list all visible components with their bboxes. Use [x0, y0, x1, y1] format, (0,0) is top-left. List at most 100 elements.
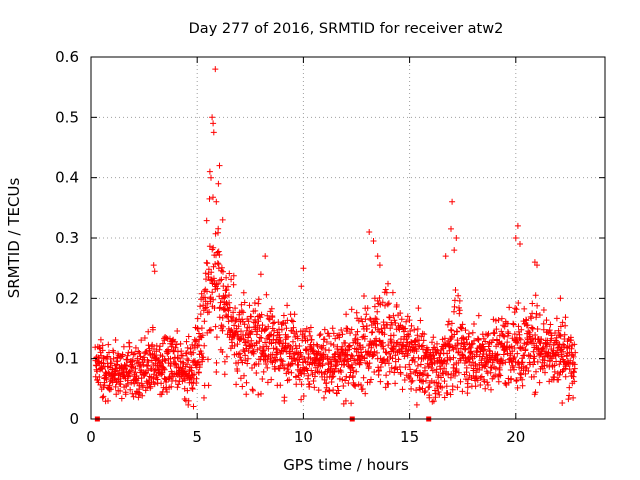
data-point	[255, 296, 262, 303]
data-point	[539, 365, 546, 372]
data-point	[450, 354, 457, 361]
data-point	[205, 356, 211, 363]
data-point	[409, 377, 416, 384]
y-tick-label: 0.6	[55, 48, 79, 66]
data-point	[352, 331, 359, 338]
data-point	[501, 323, 508, 330]
data-point	[234, 368, 241, 374]
data-point	[161, 356, 168, 363]
data-point	[184, 356, 191, 362]
data-point	[518, 371, 525, 378]
data-point	[533, 368, 539, 375]
data-point	[228, 276, 235, 283]
data-point	[289, 346, 296, 352]
data-point	[151, 268, 158, 275]
data-point	[447, 391, 454, 398]
data-point	[461, 346, 468, 353]
data-point	[366, 229, 373, 235]
data-point	[288, 369, 295, 376]
data-point	[385, 342, 392, 349]
data-point	[376, 367, 382, 374]
data-point	[322, 388, 329, 395]
data-point	[131, 380, 138, 387]
data-point	[206, 195, 213, 202]
data-point	[230, 315, 237, 321]
data-point	[286, 376, 293, 383]
data-point	[195, 369, 202, 376]
data-point	[469, 329, 476, 336]
data-point	[285, 333, 292, 340]
data-point	[417, 317, 424, 324]
data-point	[315, 387, 322, 394]
data-point	[423, 377, 429, 384]
data-point	[360, 374, 367, 381]
data-point	[270, 320, 276, 327]
data-point	[406, 317, 413, 324]
data-point	[226, 292, 232, 299]
data-point	[336, 334, 343, 341]
data-point	[223, 287, 230, 293]
data-point	[298, 381, 305, 388]
data-point	[430, 334, 437, 341]
data-point	[488, 386, 494, 393]
data-point	[284, 302, 291, 309]
data-point	[317, 331, 324, 338]
data-point	[122, 389, 129, 396]
data-point	[517, 370, 523, 377]
data-point	[513, 378, 520, 384]
data-point	[144, 362, 151, 369]
data-point	[226, 299, 233, 306]
data-point	[504, 339, 511, 346]
data-point	[268, 340, 275, 347]
data-point	[248, 328, 255, 335]
data-point	[145, 359, 152, 365]
data-point	[307, 324, 314, 331]
data-point	[231, 322, 238, 329]
data-point	[195, 342, 202, 349]
data-point	[233, 316, 240, 323]
data-point	[420, 378, 427, 385]
data-point	[200, 354, 207, 361]
data-point	[339, 343, 346, 350]
data-point	[243, 391, 250, 398]
data-point	[377, 378, 384, 385]
data-point	[367, 315, 373, 322]
data-point	[557, 333, 564, 340]
data-point	[445, 371, 452, 378]
data-point	[164, 389, 170, 395]
data-point	[513, 377, 520, 383]
data-point	[217, 299, 224, 306]
data-point	[276, 334, 283, 341]
data-point	[482, 385, 489, 392]
data-point	[422, 388, 429, 394]
data-point	[444, 390, 451, 397]
x-tick-label: 10	[294, 428, 313, 446]
data-point	[230, 272, 237, 279]
data-point	[496, 371, 503, 378]
data-point	[139, 392, 146, 399]
data-point	[480, 343, 487, 350]
data-point	[252, 307, 259, 314]
data-point	[203, 304, 210, 311]
data-point	[425, 372, 432, 379]
data-point	[547, 321, 554, 328]
data-point	[183, 350, 190, 357]
data-point	[149, 326, 156, 333]
data-point	[447, 356, 454, 363]
data-point	[259, 376, 266, 382]
data-point	[566, 384, 573, 391]
data-point	[184, 361, 191, 368]
data-point	[240, 336, 247, 343]
data-point	[194, 325, 201, 332]
data-point	[289, 360, 296, 367]
data-point	[319, 345, 325, 352]
data-point	[232, 318, 239, 325]
data-point	[318, 369, 325, 376]
data-point	[129, 364, 136, 371]
data-point	[466, 330, 472, 337]
data-point	[113, 361, 120, 368]
data-point	[536, 312, 543, 318]
data-point	[366, 379, 373, 386]
data-point	[361, 354, 368, 361]
data-point	[326, 347, 332, 354]
